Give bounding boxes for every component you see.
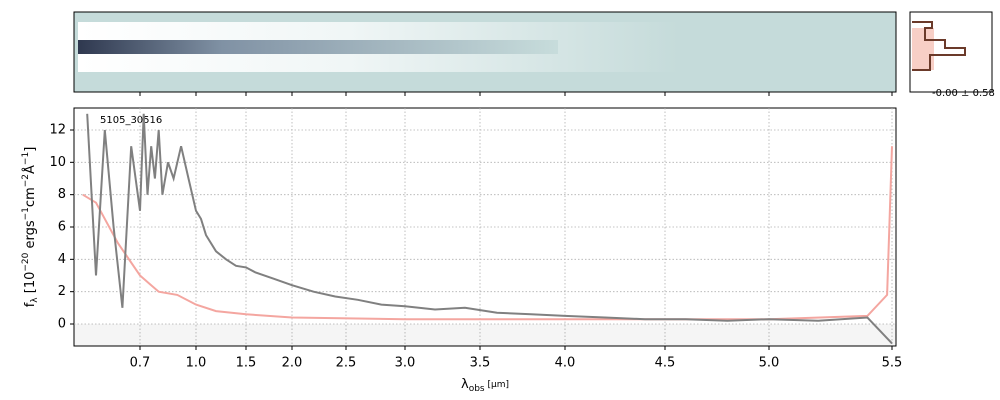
x-label-part: obs <box>469 384 485 394</box>
x-axis-label: λobs [μm] <box>461 377 509 394</box>
y-label-part: −2 <box>21 174 31 187</box>
x-tick-label: 0.7 <box>130 356 151 371</box>
y-tick-label: 8 <box>58 187 66 202</box>
y-tick-label: 0 <box>58 317 66 332</box>
trace-core <box>78 40 558 54</box>
series-line <box>86 113 893 345</box>
profile-panel: -0.00 ± 0.58 <box>909 11 995 99</box>
y-label-part: [10 <box>23 272 38 298</box>
y-label-part: −1 <box>21 207 31 220</box>
x-label-part: [μm] <box>485 380 509 390</box>
y-tick-label: 10 <box>49 155 66 170</box>
x-tick-label: 5.0 <box>759 356 780 371</box>
y-label-part: −1 <box>21 152 31 165</box>
zero-band <box>74 324 896 346</box>
y-label-part: cm <box>23 187 38 207</box>
x-tick-label: 3.0 <box>395 356 416 371</box>
profile-line <box>912 21 966 71</box>
y-label-part: λ <box>30 297 40 303</box>
y-tick-label: 12 <box>49 122 66 137</box>
y-axis-label: fλ [10−20 ergs−1cm−2Å−1] <box>21 147 40 308</box>
y-tick-label: 4 <box>58 252 66 267</box>
y-label-part: ergs <box>23 220 38 252</box>
x-tick-label: 3.5 <box>470 356 491 371</box>
stat-label: -0.00 ± 0.58 <box>932 88 995 99</box>
y-label-part: ] <box>23 147 38 152</box>
x-tick-label: 1.5 <box>236 356 257 371</box>
x-tick-label: 1.0 <box>186 356 207 371</box>
profile-fill <box>912 28 934 70</box>
object-label: 5105_30516 <box>100 115 162 126</box>
x-tick-label: 2.0 <box>282 356 303 371</box>
x-tick-label: 4.0 <box>555 356 576 371</box>
x-label-part: λ <box>461 377 469 392</box>
y-tick-label: 2 <box>58 284 66 299</box>
x-tick-label: 2.5 <box>336 356 357 371</box>
x-tick-label: 4.5 <box>655 356 676 371</box>
image-panel <box>73 11 897 93</box>
y-label-part: Å <box>22 165 38 174</box>
y-label-part: f <box>23 302 38 307</box>
y-label-part: −20 <box>21 252 31 271</box>
x-tick-label: 5.5 <box>882 356 903 371</box>
y-tick-label: 6 <box>58 220 66 235</box>
series-line <box>82 146 893 321</box>
